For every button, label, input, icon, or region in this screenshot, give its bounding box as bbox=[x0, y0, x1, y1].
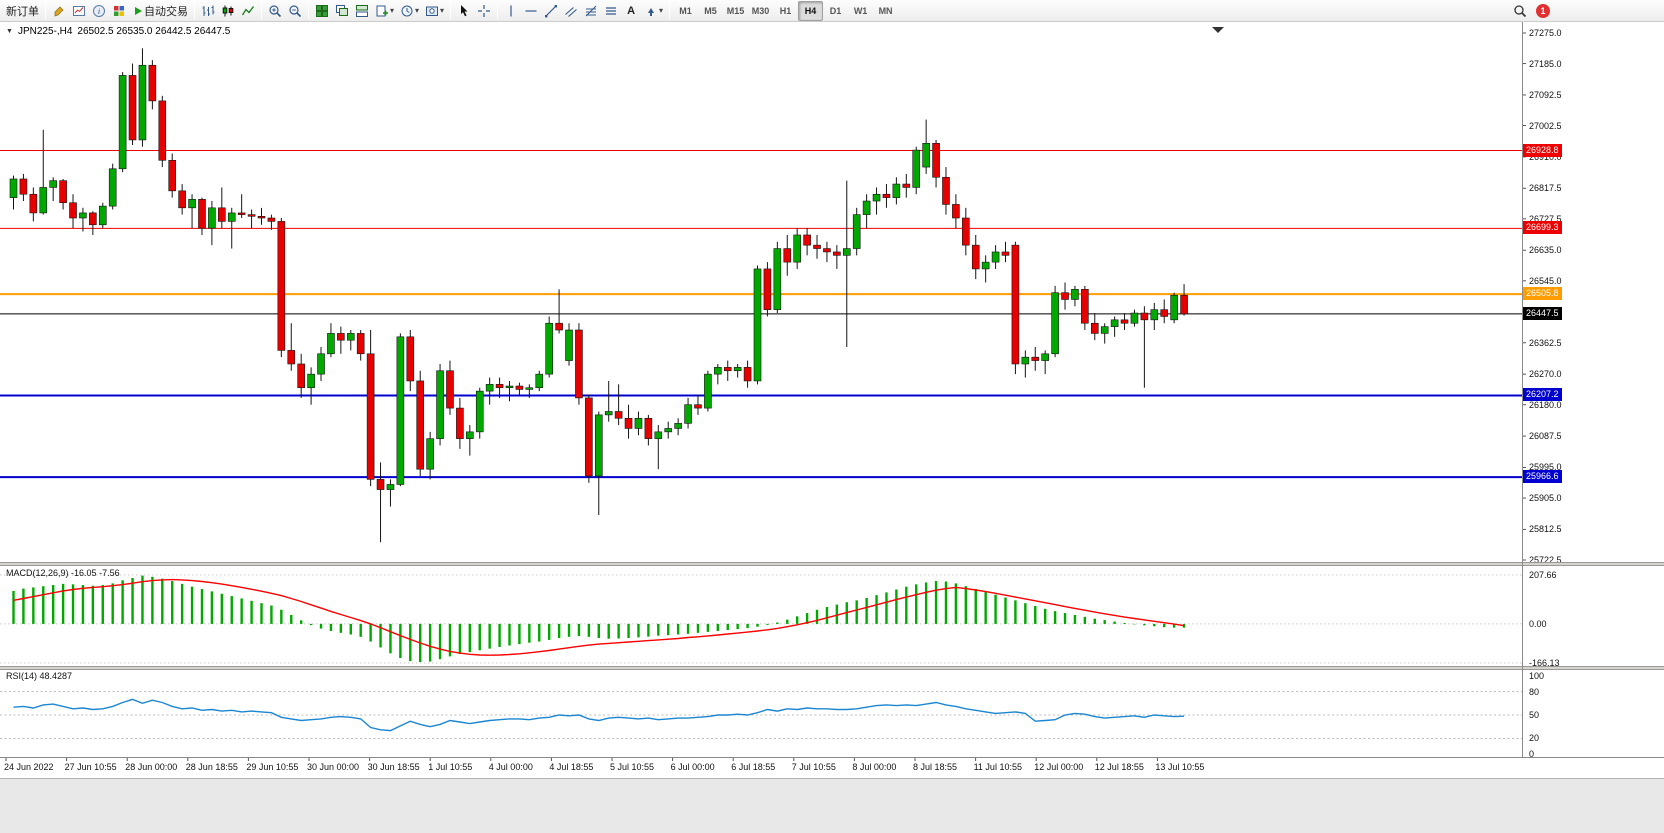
crosshair-icon bbox=[477, 4, 491, 18]
chevron-down-icon: ▾ bbox=[659, 6, 664, 15]
new-chart-icon bbox=[375, 4, 389, 18]
pane-resize-handle-macd[interactable] bbox=[0, 562, 1664, 566]
cascade-windows-icon bbox=[335, 4, 349, 18]
timeframe-m15[interactable]: M15 bbox=[726, 5, 745, 16]
chevron-down-icon: ▾ bbox=[415, 6, 420, 15]
expert-advisor-button[interactable] bbox=[109, 1, 129, 21]
timeframe-group: M1 M5 M15 M30 H1 H4 D1 W1 MN bbox=[673, 0, 898, 21]
timeframe-m1[interactable]: M1 bbox=[679, 5, 692, 16]
bar-chart-icon bbox=[201, 4, 215, 18]
candlestick-icon bbox=[221, 4, 235, 18]
gold-seal-icon bbox=[52, 4, 66, 18]
toolbar-separator bbox=[308, 2, 309, 19]
zoom-in-icon bbox=[268, 4, 282, 18]
snapshot-button[interactable]: ▾ bbox=[422, 1, 447, 21]
chevron-down-icon: ▾ bbox=[390, 6, 395, 15]
chart-window-icon bbox=[72, 4, 86, 18]
arrows-icon bbox=[644, 4, 658, 18]
crosshair-button[interactable] bbox=[474, 1, 494, 21]
trendline-icon bbox=[544, 4, 558, 18]
timeframe-mn[interactable]: MN bbox=[878, 5, 893, 16]
fibonacci-button[interactable] bbox=[581, 1, 601, 21]
new-order-label: 新订单 bbox=[6, 5, 39, 18]
play-icon bbox=[132, 5, 144, 17]
zoom-in-button[interactable] bbox=[265, 1, 285, 21]
arrange-windows-button[interactable] bbox=[352, 1, 372, 21]
chevron-down-icon: ▾ bbox=[440, 6, 445, 15]
timeframe-h4[interactable]: H4 bbox=[798, 0, 824, 21]
info-icon: i bbox=[92, 4, 106, 18]
timeframe-m30[interactable]: M30 bbox=[751, 5, 770, 16]
svg-text:i: i bbox=[98, 7, 100, 16]
new-chart-button[interactable]: ▾ bbox=[372, 1, 397, 21]
price-axis-border bbox=[1522, 22, 1523, 757]
toolbar-separator bbox=[669, 2, 671, 19]
text-tool-label: A bbox=[627, 4, 636, 17]
new-order-button[interactable]: 新订单 bbox=[3, 1, 42, 21]
line-chart-icon bbox=[241, 4, 255, 18]
timeframe-m5[interactable]: M5 bbox=[704, 5, 717, 16]
vertical-line-icon bbox=[504, 4, 518, 18]
auto-trading-button[interactable]: 自动交易 bbox=[129, 1, 191, 21]
timeframe-w1[interactable]: W1 bbox=[853, 5, 868, 16]
time-axis-border bbox=[0, 757, 1664, 758]
trendline-button[interactable] bbox=[541, 1, 561, 21]
cascade-windows-button[interactable] bbox=[332, 1, 352, 21]
arrange-windows-icon bbox=[355, 4, 369, 18]
arrows-button[interactable]: ▾ bbox=[641, 1, 666, 21]
timeframe-d1[interactable]: D1 bbox=[829, 5, 842, 16]
info-button[interactable]: i bbox=[89, 1, 109, 21]
vertical-line-button[interactable] bbox=[501, 1, 521, 21]
channel-icon bbox=[564, 4, 578, 18]
toolbar-separator bbox=[450, 2, 452, 19]
fibonacci-icon bbox=[584, 4, 598, 18]
channel-button[interactable] bbox=[561, 1, 581, 21]
timeframe-h1[interactable]: H1 bbox=[779, 5, 792, 16]
toolbar-separator bbox=[45, 2, 46, 19]
cursor-icon bbox=[457, 4, 471, 18]
certificate-button[interactable] bbox=[49, 1, 69, 21]
auto-trading-label: 自动交易 bbox=[144, 5, 188, 18]
clock-icon bbox=[400, 4, 414, 18]
zoom-out-icon bbox=[288, 4, 302, 18]
clock-button[interactable]: ▾ bbox=[397, 1, 422, 21]
notification-badge[interactable]: 1 bbox=[1536, 4, 1550, 18]
candlestick-chart-button[interactable] bbox=[218, 1, 238, 21]
snapshot-icon bbox=[425, 4, 439, 18]
levels-icon bbox=[604, 4, 618, 18]
price-axis[interactable] bbox=[1522, 22, 1664, 757]
pane-resize-handle-rsi[interactable] bbox=[0, 666, 1664, 670]
cursor-button[interactable] bbox=[454, 1, 474, 21]
search-icon bbox=[1513, 4, 1527, 18]
toolbar-separator bbox=[497, 2, 499, 19]
main-toolbar: 新订单 i 自动交易 ▾ ▾ ▾ A ▾ M1 M5 M15 M30 H1 H4 D1 W1 M… bbox=[0, 0, 1664, 22]
horizontal-line-button[interactable] bbox=[521, 1, 541, 21]
search-button[interactable] bbox=[1510, 1, 1530, 21]
tile-windows-icon bbox=[315, 4, 329, 18]
chart-area[interactable] bbox=[0, 22, 1522, 757]
horizontal-line-icon bbox=[524, 4, 538, 18]
tile-windows-button[interactable] bbox=[312, 1, 332, 21]
text-button[interactable]: A bbox=[621, 1, 641, 21]
toolbar-separator bbox=[194, 2, 195, 19]
time-axis[interactable] bbox=[0, 757, 1664, 779]
bar-chart-button[interactable] bbox=[198, 1, 218, 21]
zoom-out-button[interactable] bbox=[285, 1, 305, 21]
line-chart-button[interactable] bbox=[238, 1, 258, 21]
toolbar-right-group: 1 bbox=[1510, 0, 1550, 22]
expert-advisor-icon bbox=[112, 4, 126, 18]
market-chart-button[interactable] bbox=[69, 1, 89, 21]
toolbar-separator bbox=[261, 2, 262, 19]
levels-button[interactable] bbox=[601, 1, 621, 21]
